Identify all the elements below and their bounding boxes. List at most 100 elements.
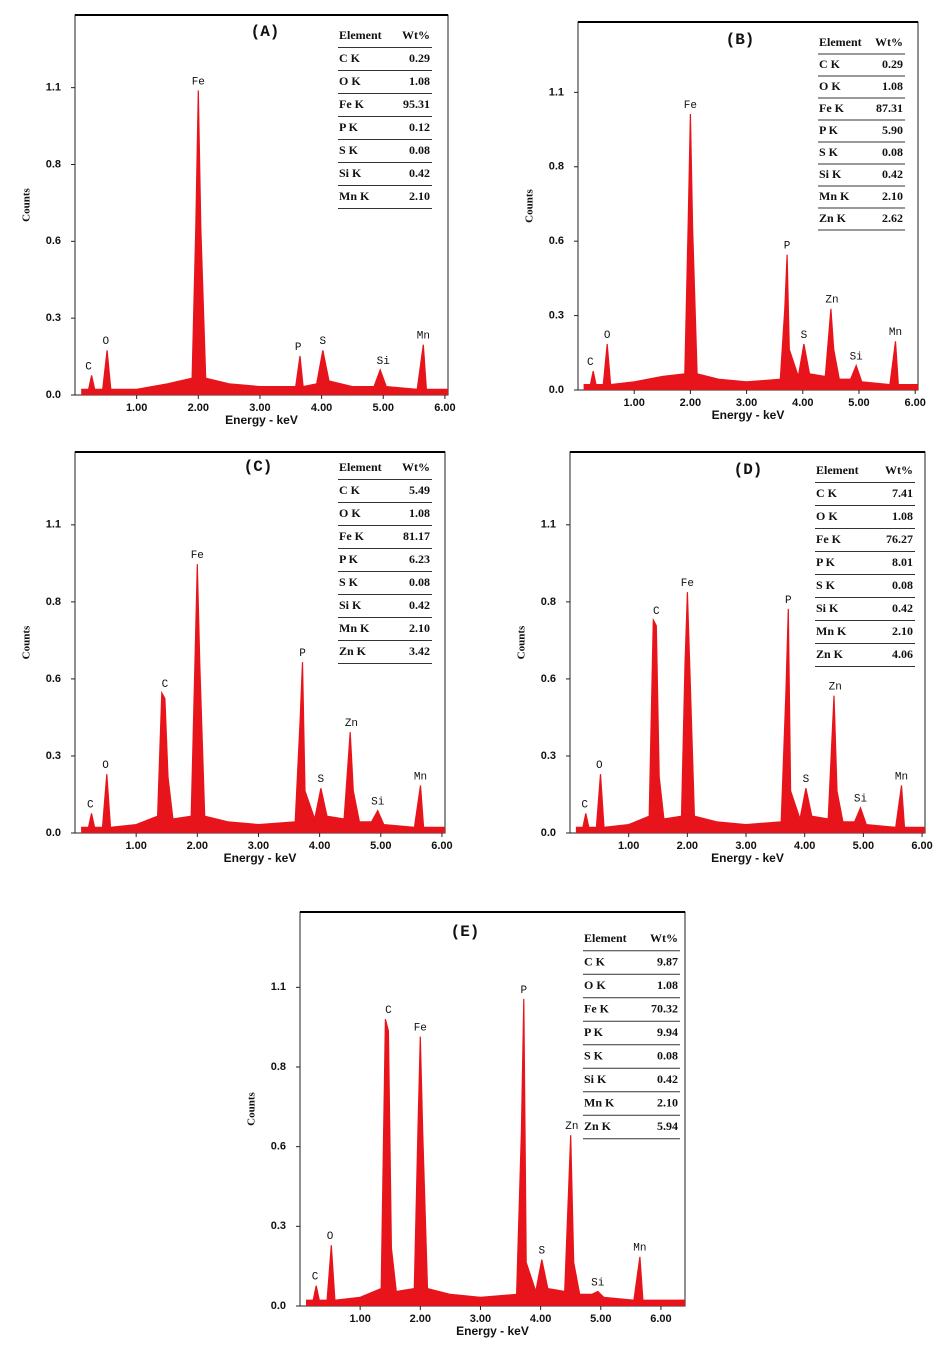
peak-label: P [299,648,306,660]
table-cell: 8.01 [892,555,913,569]
peak-label: Si [854,794,868,806]
table-cell: O K [584,978,606,992]
x-tick-label: 2.00 [677,840,698,852]
panel-title: (A) [251,23,280,41]
table-cell: 1.08 [882,79,903,93]
table-cell: 0.42 [657,1072,678,1086]
spectrum-line [81,564,445,829]
y-tick-label: 0.6 [271,1141,286,1153]
table-cell: 76.27 [886,532,913,546]
peak-label: O [327,1231,334,1243]
peak-label: Fe [684,100,697,112]
y-tick-label: 0.3 [46,750,61,762]
table-cell: Fe K [339,529,365,543]
peak-label: C [162,679,169,691]
peak-label: S [320,336,327,348]
table-cell: 87.31 [876,101,903,115]
panel-title: (D) [734,461,763,479]
table-header: Wt% [875,35,903,49]
table-cell: 4.06 [892,647,913,661]
peak-label: Zn [345,718,358,730]
table-cell: 0.29 [409,51,430,65]
peak-label: Zn [829,682,842,694]
y-tick-label: 0.0 [549,384,564,396]
peak-label: C [653,606,660,618]
table-cell: 0.08 [882,145,903,159]
table-cell: 9.87 [657,954,678,968]
peak-label: O [596,760,603,772]
table-cell: P K [584,1025,604,1039]
table-cell: 5.94 [657,1119,678,1133]
y-tick-label: 0.0 [46,389,61,401]
x-tick-label: 1.00 [125,840,146,852]
peak-label: O [604,330,611,342]
x-tick-label: 6.00 [431,840,452,852]
table-cell: 0.42 [882,167,903,181]
table-cell: 0.42 [892,601,913,615]
table-cell: Zn K [819,211,847,225]
plot-frame [299,911,686,1307]
plot-frame [577,21,919,391]
area-fill [583,114,918,390]
table-cell: 6.23 [409,552,430,566]
table-cell: 1.08 [409,506,430,520]
table-header: Wt% [650,931,678,945]
peak-label: Si [377,356,391,368]
peak-label: Mn [889,327,902,339]
peak-label: S [803,774,810,786]
peak-label: S [318,774,325,786]
table-cell: S K [339,143,359,157]
y-tick-label: 0.8 [46,158,61,170]
y-tick-label: 1.1 [541,519,556,531]
table-cell: 0.42 [409,166,430,180]
y-axis-label: Counts [21,625,33,659]
x-tick-label: 6.00 [911,840,932,852]
table-header: Wt% [885,463,913,477]
x-tick-label: 2.00 [680,397,701,409]
table-cell: Mn K [339,621,370,635]
table-cell: 0.08 [657,1048,678,1062]
table-header: Element [339,28,382,42]
y-tick-label: 0.0 [271,1300,286,1312]
table-cell: Mn K [339,189,370,203]
table-cell: O K [819,79,841,93]
table-cell: C K [816,486,838,500]
y-tick-label: 0.8 [271,1061,286,1073]
y-axis-label: Counts [246,1091,258,1125]
table-cell: P K [816,555,836,569]
table-cell: C K [339,51,361,65]
table-cell: Zn K [339,644,367,658]
table-cell: 2.10 [657,1095,678,1109]
x-tick-label: 6.00 [434,402,455,414]
table-cell: P K [339,552,359,566]
y-tick-label: 0.8 [46,596,61,608]
peak-label: P [784,241,791,253]
table-cell: Si K [339,166,362,180]
table-cell: P K [819,123,839,137]
y-axis-label: Counts [21,187,33,221]
table-header: Element [819,35,862,49]
y-tick-label: 1.1 [271,981,286,993]
peak-label: Si [591,1277,605,1289]
y-tick-label: 0.8 [549,161,564,173]
table-cell: 0.08 [409,575,430,589]
table-cell: Zn K [584,1119,612,1133]
x-tick-label: 2.00 [188,402,209,414]
y-tick-label: 0.6 [549,235,564,247]
table-cell: S K [339,575,359,589]
table-cell: 0.29 [882,57,903,71]
table-cell: Fe K [819,101,845,115]
peak-label: C [312,1272,319,1284]
table-cell: Si K [819,167,842,181]
table-header: Element [816,463,859,477]
table-cell: Mn K [584,1095,615,1109]
table-cell: 81.17 [403,529,430,543]
x-tick-label: 4.00 [794,840,815,852]
table-cell: 2.10 [409,189,430,203]
x-tick-label: 1.00 [126,402,147,414]
peak-label: Zn [565,1121,578,1133]
table-cell: S K [584,1048,604,1062]
x-tick-label: 4.00 [530,1313,551,1325]
y-tick-label: 0.0 [46,827,61,839]
